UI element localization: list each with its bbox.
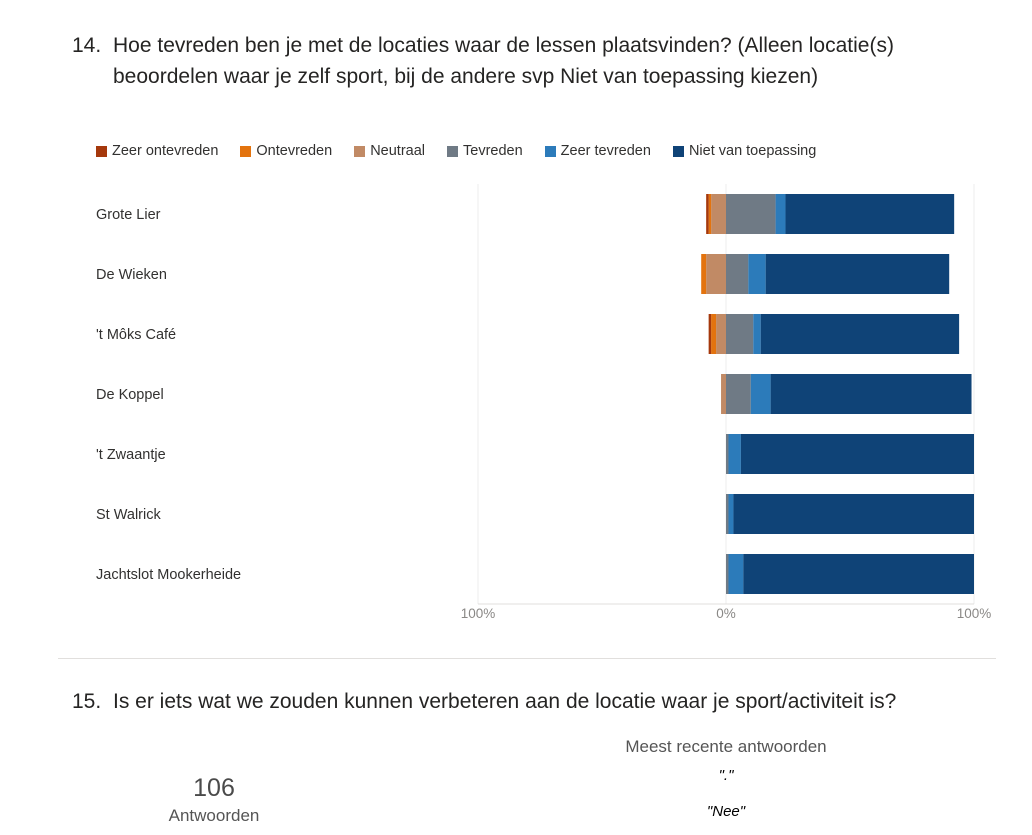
legend-swatch <box>96 145 107 157</box>
bar-segment <box>708 314 712 354</box>
bar-segment <box>733 494 974 534</box>
category-label: St Walrick <box>96 507 161 523</box>
legend-item: Neutraal <box>354 141 425 161</box>
question-text: Is er iets wat we zouden kunnen verbeter… <box>113 690 897 713</box>
bar-segment <box>716 314 726 354</box>
legend-label: Zeer tevreden <box>560 143 651 159</box>
bar-segment <box>765 254 950 294</box>
bar-segment <box>728 554 744 594</box>
bar-segment <box>706 254 726 294</box>
legend-label: Neutraal <box>370 143 425 159</box>
legend-swatch <box>544 145 556 157</box>
bar-segment <box>721 374 726 414</box>
question-number: 15. <box>72 690 102 713</box>
bar-segment <box>701 254 707 294</box>
bar-segment <box>750 374 771 414</box>
category-label: De Wieken <box>96 267 167 283</box>
bar-segment <box>726 194 776 234</box>
legend-label: Niet van toepassing <box>688 143 817 159</box>
recent-responses-header: Meest recente antwoorden <box>625 737 827 756</box>
category-label: De Koppel <box>96 387 164 403</box>
bar-segment <box>726 494 729 534</box>
bar-segment <box>785 194 955 234</box>
question-text: Hoe tevreden ben je met de locaties waar… <box>113 34 894 88</box>
bar-segment <box>743 554 974 594</box>
bar-segment <box>728 494 734 534</box>
bar-segment <box>770 374 972 414</box>
x-tick-label: 0% <box>716 606 736 621</box>
bar-segment <box>708 194 712 234</box>
bar-segment <box>753 314 761 354</box>
section-divider <box>58 658 996 659</box>
recent-response-item: "." <box>718 767 734 784</box>
bar-segment <box>726 254 749 294</box>
bar-segment <box>711 194 726 234</box>
legend-item: Zeer ontevreden <box>96 141 218 161</box>
responses-label: Antwoorden <box>168 806 260 825</box>
legend-item: Niet van toepassing <box>672 141 817 161</box>
category-label: 't Môks Café <box>96 327 176 343</box>
bar-segment <box>726 434 729 474</box>
bar-segment <box>726 314 754 354</box>
legend-swatch <box>240 145 252 157</box>
legend-label: Zeer ontevreden <box>112 143 219 159</box>
legend-label: Tevreden <box>463 143 523 159</box>
legend-label: Ontevreden <box>256 143 333 159</box>
x-tick-label: 100% <box>957 606 992 621</box>
bar-segment <box>760 314 960 354</box>
category-label: 't Zwaantje <box>96 447 166 463</box>
recent-response-item: "Nee" <box>706 803 746 820</box>
legend-swatch <box>354 145 366 157</box>
legend-swatch <box>672 145 684 157</box>
bar-segment <box>748 254 766 294</box>
legend-item: Ontevreden <box>240 141 332 161</box>
bar-segment <box>728 434 741 474</box>
question-15-title: 15. Is er iets wat we zouden kunnen verb… <box>72 686 972 718</box>
legend-item: Tevreden <box>447 141 523 161</box>
bar-segment <box>740 434 974 474</box>
bar-segment <box>726 554 729 594</box>
category-label: Jachtslot Mookerheide <box>96 567 241 583</box>
category-label: Grote Lier <box>96 207 161 223</box>
bar-segment <box>711 314 717 354</box>
responses-count: 106 <box>193 774 235 802</box>
x-tick-label: 100% <box>461 606 496 621</box>
question-number: 14. <box>72 34 102 57</box>
chart-legend: Zeer ontevreden Ontevreden Neutraal Tevrede… <box>96 141 838 161</box>
legend-swatch <box>447 145 458 157</box>
bar-segment <box>726 374 751 414</box>
bar-chart: 100% 0% 100% Grote Lier De Wieken 't Môks Caf… <box>96 184 992 621</box>
bar-segment <box>775 194 786 234</box>
legend-item: Zeer tevreden <box>544 141 651 161</box>
bar-segment <box>706 194 709 234</box>
question-14-title: 14. Hoe tevreden ben je met de locaties … <box>72 30 972 94</box>
